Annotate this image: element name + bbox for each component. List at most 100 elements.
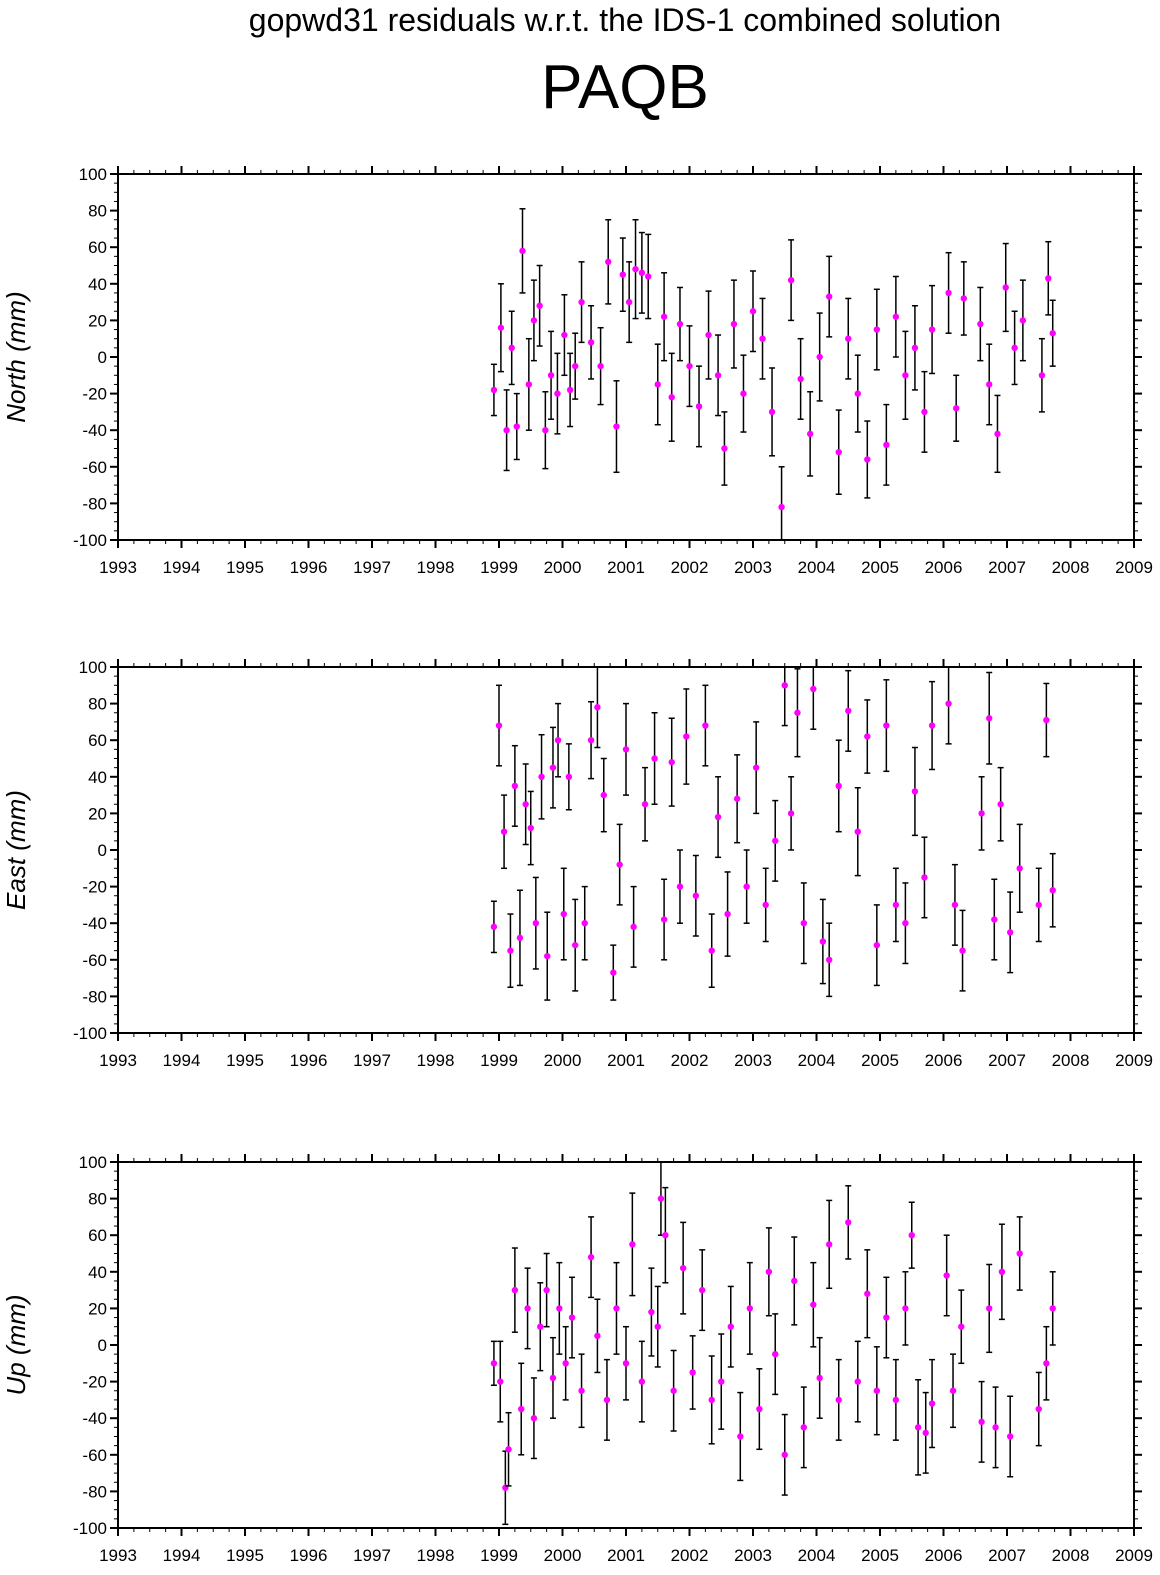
data-point xyxy=(997,801,1004,808)
data-point xyxy=(507,947,514,954)
data-point xyxy=(768,408,776,416)
data-point xyxy=(883,722,890,729)
data-point xyxy=(561,331,568,339)
y-tick-label: -40 xyxy=(82,914,107,933)
data-point xyxy=(740,390,747,397)
data-point xyxy=(622,746,630,753)
data-point xyxy=(587,737,595,744)
data-point xyxy=(892,1396,900,1404)
data-point xyxy=(581,920,588,927)
data-point xyxy=(1016,865,1023,872)
data-point xyxy=(819,938,827,945)
data-point xyxy=(556,1305,563,1312)
x-tick-label: 1995 xyxy=(226,558,264,577)
data-point xyxy=(921,874,928,881)
data-point xyxy=(538,773,545,780)
data-point xyxy=(835,1396,842,1404)
data-point xyxy=(565,773,573,780)
data-point xyxy=(994,430,1001,438)
data-point xyxy=(503,427,510,434)
data-point xyxy=(759,335,766,342)
data-point xyxy=(797,375,804,383)
y-tick-label: 0 xyxy=(98,1336,107,1355)
data-point xyxy=(978,810,985,817)
y-tick-label: 60 xyxy=(88,238,107,257)
data-point xyxy=(566,386,574,394)
data-point xyxy=(953,405,960,412)
x-tick-label: 2008 xyxy=(1052,1051,1090,1070)
data-point xyxy=(977,320,984,328)
x-tick-label: 2004 xyxy=(798,1051,836,1070)
data-point xyxy=(560,910,567,918)
x-tick-label: 2005 xyxy=(861,1546,899,1565)
data-point xyxy=(986,715,993,722)
data-point xyxy=(928,722,936,729)
x-tick-label: 2009 xyxy=(1115,1051,1153,1070)
data-point xyxy=(752,764,760,771)
data-point xyxy=(511,1286,519,1294)
data-point xyxy=(648,1308,655,1316)
data-point xyxy=(516,934,524,942)
y-tick-label: 20 xyxy=(88,804,107,823)
data-point xyxy=(660,313,668,320)
data-point xyxy=(1019,317,1027,324)
data-point xyxy=(945,700,952,707)
y-tick-label: -80 xyxy=(82,1482,107,1501)
data-point xyxy=(727,1323,734,1330)
y-tick-label: 40 xyxy=(88,275,107,294)
data-point xyxy=(762,901,769,909)
data-point xyxy=(587,1253,595,1261)
x-tick-label: 1993 xyxy=(99,558,137,577)
y-axis-label: North (mm) xyxy=(1,291,31,422)
data-point xyxy=(594,704,601,711)
data-point xyxy=(668,758,675,766)
data-point xyxy=(1011,344,1018,352)
y-tick-label: -80 xyxy=(82,494,107,513)
y-tick-label: 100 xyxy=(79,658,107,677)
data-layer xyxy=(490,208,1056,540)
data-point xyxy=(835,448,842,456)
plot-frame xyxy=(117,173,1135,541)
data-point xyxy=(616,861,623,868)
data-point xyxy=(873,941,881,949)
data-point xyxy=(686,362,693,370)
x-tick-label: 1997 xyxy=(353,1546,391,1565)
y-tick-label: -20 xyxy=(82,385,107,404)
data-point xyxy=(1043,716,1050,724)
data-point xyxy=(810,1301,817,1308)
y-tick-label: -60 xyxy=(82,1446,107,1465)
y-tick-label: 60 xyxy=(88,1226,107,1245)
data-point xyxy=(522,801,529,808)
data-point xyxy=(911,788,919,795)
data-point xyxy=(743,883,750,890)
data-point xyxy=(1043,1360,1050,1367)
x-tick-label: 1999 xyxy=(480,558,518,577)
y-tick-label: 80 xyxy=(88,695,107,714)
data-point xyxy=(660,916,668,923)
data-point xyxy=(945,289,952,297)
data-point xyxy=(765,1268,773,1276)
data-point xyxy=(756,1405,763,1413)
data-point xyxy=(892,313,900,320)
data-point xyxy=(902,1305,909,1312)
data-point xyxy=(708,947,715,954)
data-point xyxy=(587,339,595,346)
data-point xyxy=(772,837,779,845)
x-tick-label: 2000 xyxy=(544,1546,582,1565)
x-tick-label: 2003 xyxy=(734,558,772,577)
data-point xyxy=(835,782,842,790)
data-point xyxy=(668,394,675,401)
data-point xyxy=(864,456,871,463)
data-point xyxy=(854,828,861,835)
chart-subtitle: gopwd31 residuals w.r.t. the IDS-1 combi… xyxy=(248,2,1002,38)
data-point xyxy=(490,386,498,394)
x-tick-label: 2004 xyxy=(798,558,836,577)
data-point xyxy=(714,813,722,821)
data-point xyxy=(816,1374,823,1382)
data-point xyxy=(600,791,607,799)
data-point xyxy=(714,372,722,379)
x-tick-label: 2001 xyxy=(607,1051,645,1070)
data-point xyxy=(873,326,881,333)
data-point xyxy=(578,1387,585,1394)
data-point xyxy=(597,362,604,370)
